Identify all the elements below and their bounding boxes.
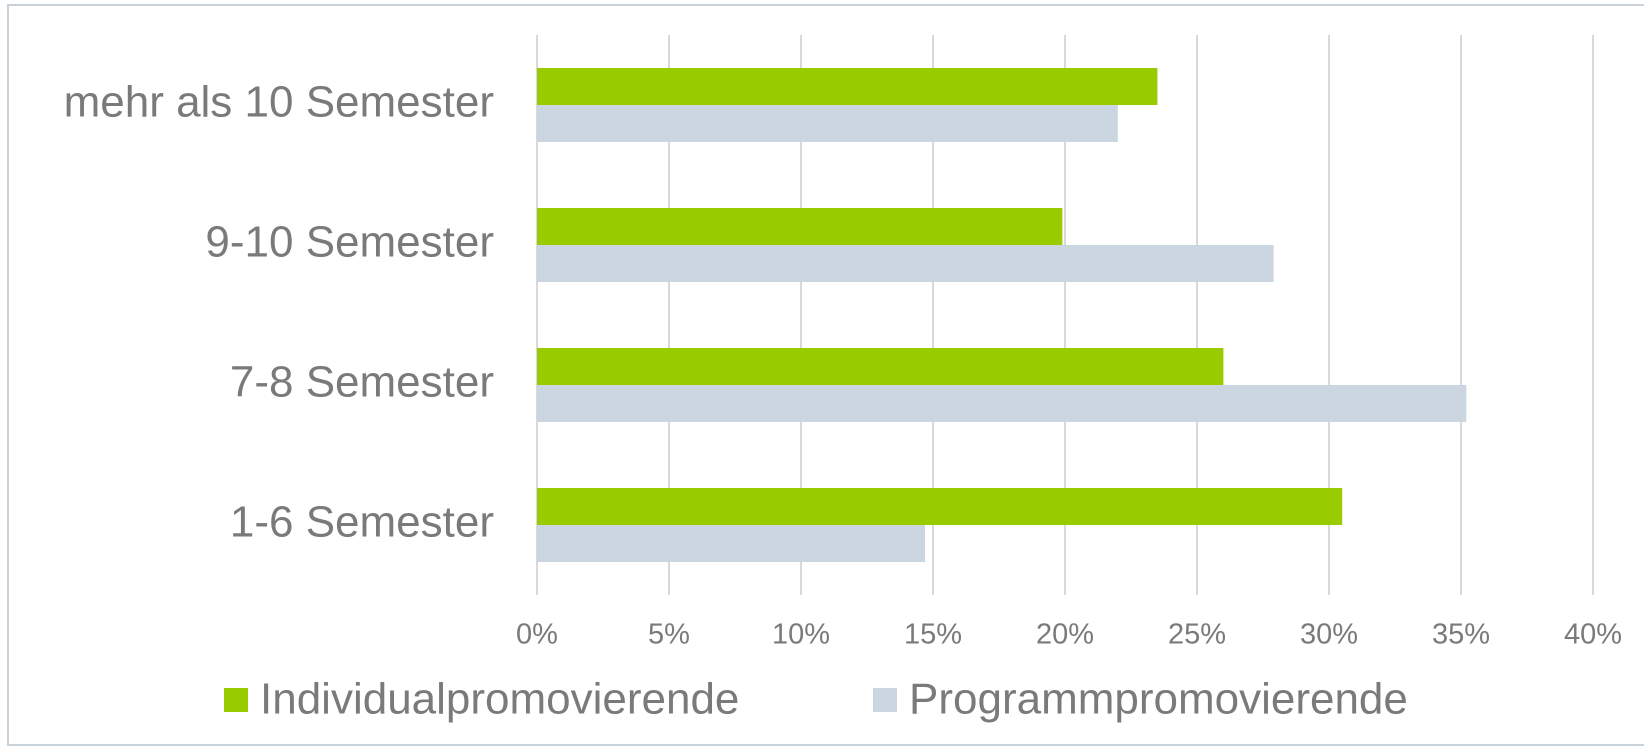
x-tick-label: 25% <box>1168 619 1226 651</box>
bar <box>537 488 1343 525</box>
bar <box>537 385 1467 422</box>
legend-label: Programmpromovierende <box>909 675 1408 724</box>
bar <box>537 68 1158 105</box>
bar <box>537 105 1118 142</box>
legend-label: Individualpromovierende <box>260 675 739 724</box>
x-tick-label: 20% <box>1036 619 1094 651</box>
y-tick-label: 9-10 Semester <box>205 218 494 267</box>
bar <box>537 348 1224 385</box>
x-tick-label: 40% <box>1564 619 1622 651</box>
x-tick-label: 5% <box>648 619 690 651</box>
x-tick-label: 35% <box>1432 619 1490 651</box>
x-tick-label: 15% <box>904 619 962 651</box>
y-tick-label: 1-6 Semester <box>230 498 494 547</box>
x-tick-label: 10% <box>772 619 830 651</box>
bar <box>537 208 1063 245</box>
chart-border <box>7 4 1644 746</box>
x-tick-label: 30% <box>1300 619 1358 651</box>
x-tick-label: 0% <box>516 619 558 651</box>
y-tick-label: mehr als 10 Semester <box>64 78 494 127</box>
bar <box>537 245 1274 282</box>
legend-swatch <box>873 688 897 712</box>
legend-swatch <box>224 688 248 712</box>
bar <box>537 525 926 562</box>
y-tick-label: 7-8 Semester <box>230 358 494 407</box>
